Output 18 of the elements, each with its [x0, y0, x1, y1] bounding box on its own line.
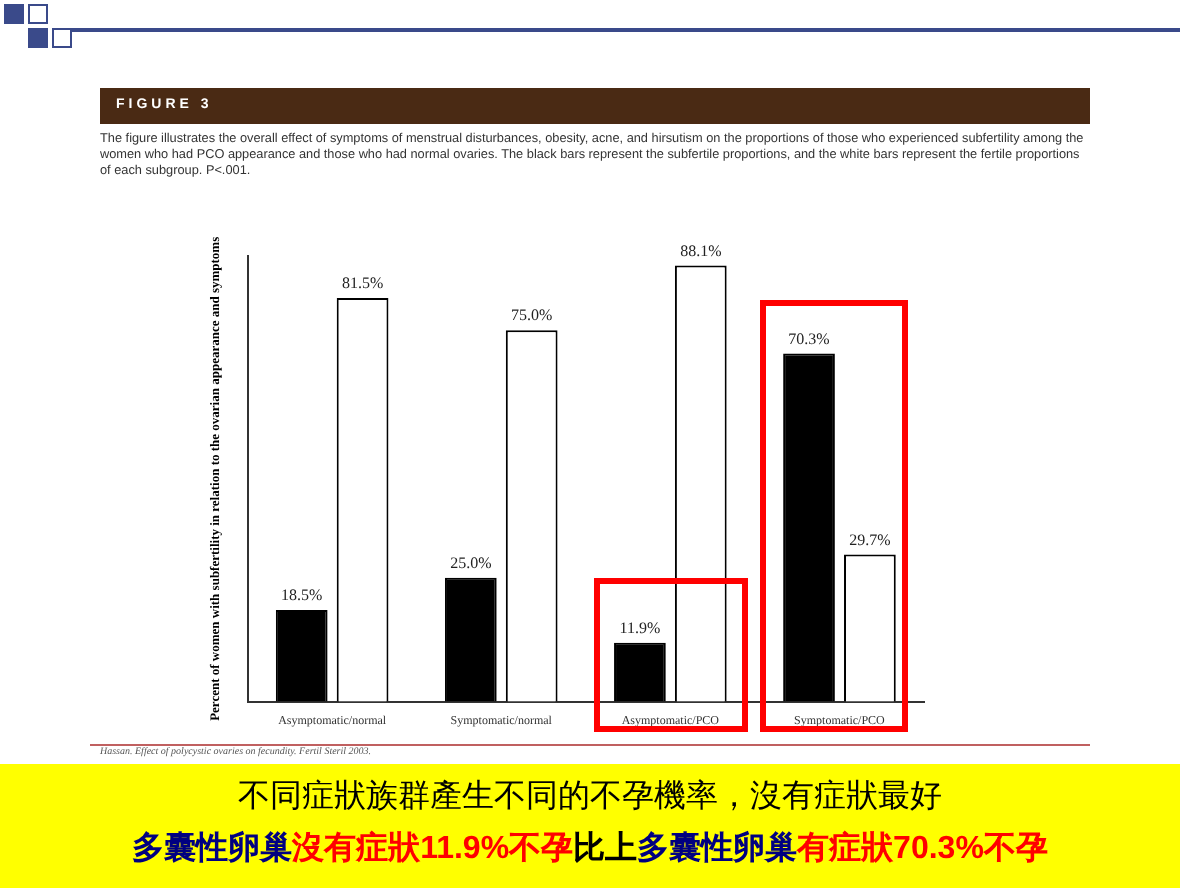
- data-label: 88.1%: [680, 241, 723, 260]
- data-label: 11.9%: [619, 618, 661, 637]
- data-label: 18.5%: [281, 586, 324, 605]
- bar: [444, 577, 497, 702]
- data-label: 70.3%: [788, 329, 831, 348]
- bar: [783, 353, 835, 702]
- text: 沒有症狀11.9%不孕: [292, 832, 574, 866]
- text: 多囊性卵巢: [132, 832, 293, 866]
- text: 多囊性卵巢: [637, 832, 798, 866]
- data-label: 29.7%: [849, 530, 892, 549]
- data-label: 75.0%: [511, 306, 554, 325]
- bar: [614, 642, 666, 702]
- text: 不同症狀族群產生不同的不孕機率，沒有症狀最好: [236, 777, 944, 818]
- data-label: 81.5%: [341, 274, 384, 293]
- text: 有症狀70.3%不孕: [797, 832, 1048, 866]
- bar: [275, 610, 328, 702]
- text: 比上: [573, 832, 638, 866]
- data-label: 25.0%: [450, 554, 493, 573]
